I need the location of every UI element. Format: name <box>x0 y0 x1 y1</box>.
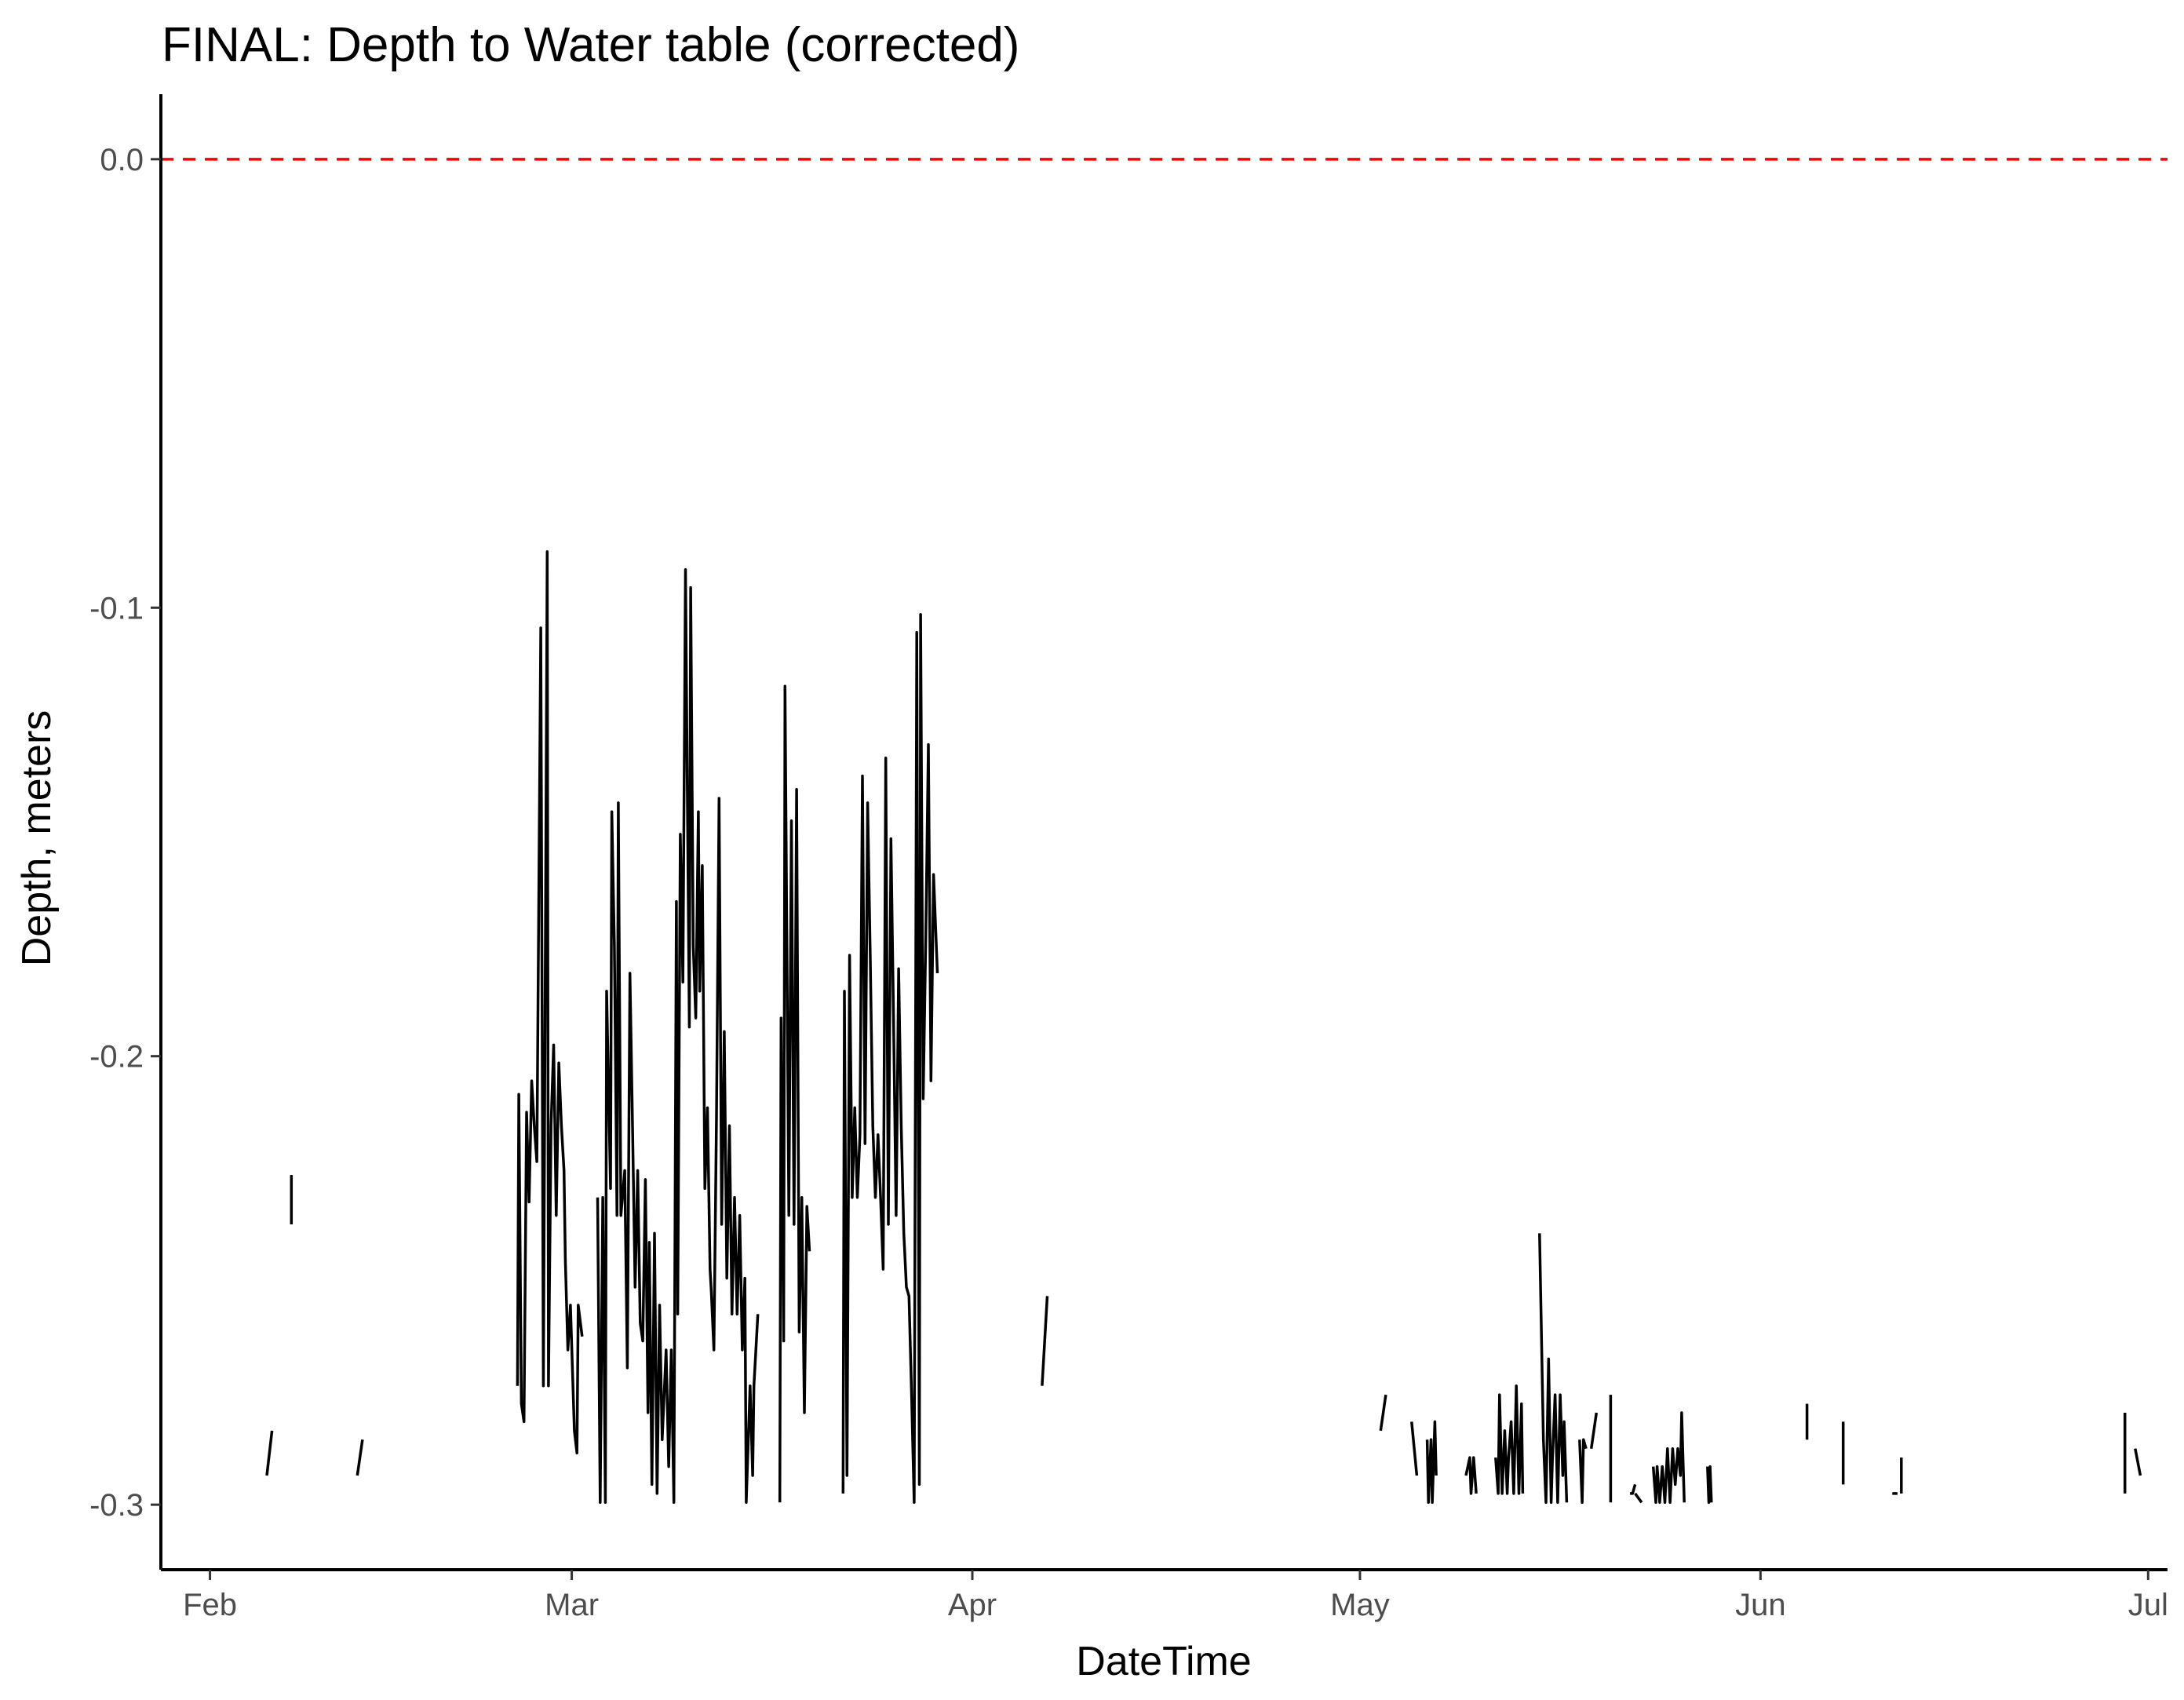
x-tick-label: May <box>1330 1588 1390 1622</box>
series-line-segment-10 <box>1410 1421 1419 1476</box>
series-line-segment-15 <box>1578 1438 1588 1505</box>
series-line-segment-20 <box>1651 1411 1686 1505</box>
series-line-segment-27 <box>2134 1448 2142 1476</box>
series-line-segment-4 <box>516 550 584 1455</box>
y-axis-ticks: 0.0 -0.1 -0.2 -0.3 <box>89 143 161 1523</box>
series-line-segment-6 <box>778 684 811 1503</box>
series-line-segment-14 <box>1538 1233 1569 1505</box>
y-axis-title: Depth, meters <box>14 710 60 967</box>
x-tick-label: Jul <box>2128 1588 2168 1622</box>
series-line-segment-13 <box>1494 1384 1525 1495</box>
x-tick-label: Feb <box>183 1588 237 1622</box>
y-tick-label: -0.1 <box>89 591 144 626</box>
series-line-segment-19 <box>1634 1492 1643 1504</box>
series-layer <box>265 550 2142 1505</box>
series-line-segment-9 <box>1379 1394 1387 1432</box>
y-tick-label: -0.2 <box>89 1040 144 1074</box>
x-axis-title: DateTime <box>1076 1639 1251 1684</box>
series-line-segment-16 <box>1589 1412 1599 1449</box>
x-tick-label: Mar <box>545 1588 599 1622</box>
series-line-segment-18 <box>1630 1483 1637 1495</box>
series-line-segment-1 <box>265 1430 274 1476</box>
series-line-segment-7 <box>841 613 939 1505</box>
x-axis-ticks: Feb Mar Apr May Jun Jul <box>183 1570 2168 1622</box>
series-line-segment-21 <box>1706 1465 1713 1505</box>
y-tick-label: -0.3 <box>89 1488 144 1523</box>
x-tick-label: Apr <box>948 1588 997 1622</box>
axes <box>159 94 2168 1571</box>
y-tick-label: 0.0 <box>100 143 144 177</box>
series-line-segment-5 <box>596 567 760 1505</box>
series-line-segment-8 <box>1041 1296 1049 1386</box>
x-tick-label: Jun <box>1735 1588 1786 1622</box>
series-line-segment-3 <box>355 1439 364 1476</box>
series-line-segment-11 <box>1425 1420 1438 1505</box>
chart-title: FINAL: Depth to Water table (corrected) <box>162 18 1019 72</box>
series-line-segment-12 <box>1464 1456 1478 1495</box>
